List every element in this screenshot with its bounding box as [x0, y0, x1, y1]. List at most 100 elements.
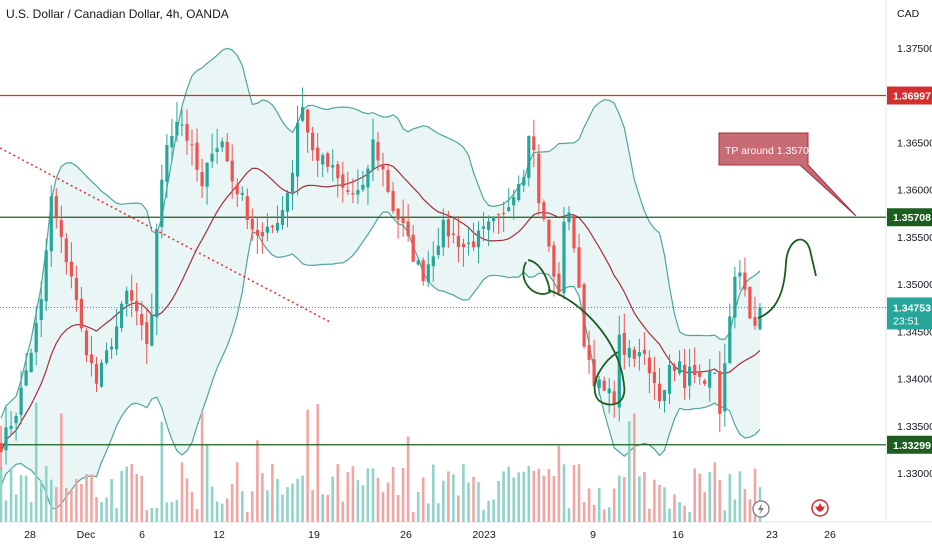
candle-body — [411, 234, 415, 262]
candle-body — [612, 391, 616, 405]
candle-body — [481, 226, 486, 229]
bollinger-fill — [1, 48, 760, 509]
volume-bar — [346, 472, 350, 522]
volume-bar — [205, 444, 209, 522]
volume-bar — [195, 508, 199, 522]
candle-body — [245, 196, 249, 220]
candle-body — [110, 346, 114, 350]
candle-body — [476, 230, 481, 248]
volume-bar — [411, 511, 415, 522]
volume-bar — [587, 488, 591, 522]
time-tick-label: 9 — [590, 529, 596, 541]
volume-bar — [406, 436, 410, 522]
volume-bar — [607, 507, 611, 522]
volume-bar — [19, 475, 23, 522]
volume-bar — [4, 500, 8, 522]
candle-body — [34, 322, 38, 353]
volume-bar — [165, 502, 169, 522]
candle-body — [59, 220, 63, 237]
candle-body — [381, 164, 385, 170]
candle-body — [24, 370, 28, 386]
volume-bar — [341, 501, 345, 522]
drawings — [0, 147, 817, 406]
candle-body — [617, 334, 621, 408]
tp-callout[interactable]: TP around 1.3570 — [718, 132, 857, 217]
tp-callout-text: TP around 1.3570 — [725, 145, 809, 157]
candle-body — [597, 379, 601, 388]
volume-bar — [668, 508, 671, 522]
candle-body — [502, 212, 506, 214]
volume-bar — [281, 494, 284, 522]
volume-bar — [708, 472, 711, 522]
candle-body — [537, 153, 541, 204]
time-tick-label: 19 — [308, 529, 320, 541]
candle-body — [316, 147, 320, 161]
volume-bar — [542, 475, 546, 522]
volume-bar — [210, 486, 214, 522]
candle-body — [341, 174, 345, 188]
volume-bar — [135, 473, 138, 522]
canada-flag-icon[interactable] — [811, 499, 829, 517]
candle-body — [607, 388, 611, 394]
candle-body — [723, 363, 727, 412]
volume-bar — [517, 472, 520, 522]
volume-bar — [401, 468, 405, 522]
price-tick-label: 1.34000 — [897, 374, 932, 386]
lightning-icon[interactable] — [752, 500, 770, 518]
candle-body — [562, 221, 566, 294]
candle-body — [150, 314, 154, 346]
price-axis[interactable]: 1.375001.370001.365001.360001.355001.350… — [887, 43, 932, 480]
candle-body — [492, 216, 496, 222]
price-tick-label: 1.37500 — [897, 43, 932, 55]
candle-body — [64, 238, 68, 263]
volume-bar — [748, 499, 752, 522]
candle-body — [74, 278, 78, 300]
candle-body — [280, 210, 285, 225]
volume-bar — [597, 488, 601, 522]
candle-body — [456, 236, 460, 247]
volume-bar — [462, 464, 465, 522]
support-tag — [887, 435, 932, 454]
candle-body — [632, 349, 636, 359]
candle-body — [336, 164, 340, 179]
volume-bar — [582, 502, 586, 522]
price-tick-label: 1.35000 — [897, 279, 932, 291]
candle-body — [471, 241, 476, 248]
volume-bar — [351, 466, 355, 522]
candle-body — [265, 226, 269, 233]
volume-bar — [638, 476, 641, 522]
volume-bar — [653, 479, 656, 522]
volume-bar — [215, 501, 219, 522]
candle-body — [285, 192, 290, 212]
volume-bar — [663, 487, 666, 522]
time-tick-label: 2023 — [472, 529, 496, 541]
candle-body — [205, 162, 209, 187]
volume-bar — [557, 445, 561, 522]
candle-body — [577, 247, 581, 288]
volume-bar — [567, 508, 571, 522]
candle-body — [441, 219, 445, 248]
candle-body — [497, 213, 501, 215]
drawn-curve — [547, 289, 626, 406]
candle-body — [698, 371, 702, 377]
candle-body — [346, 190, 350, 192]
volume-bar — [261, 473, 264, 522]
volume-bar — [80, 483, 83, 522]
currency-label: CAD — [897, 8, 920, 20]
drawn-projection — [757, 238, 817, 319]
candle-body — [421, 260, 425, 282]
time-axis[interactable]: 28 Dec 6 12 19 26 2023 9 16 23 26 — [24, 529, 836, 541]
volume-bar — [24, 475, 28, 522]
volume-bar — [437, 503, 440, 522]
volume-bar — [185, 478, 189, 522]
time-tick-label: 6 — [139, 529, 145, 541]
volume-bar — [190, 492, 194, 522]
volume-bar — [623, 477, 626, 522]
volume-bar — [552, 476, 556, 522]
volume-bar — [120, 470, 123, 522]
volume-bar — [416, 492, 420, 522]
candle-body — [180, 124, 184, 126]
candle-body — [376, 142, 380, 161]
volume-bar — [266, 490, 269, 522]
